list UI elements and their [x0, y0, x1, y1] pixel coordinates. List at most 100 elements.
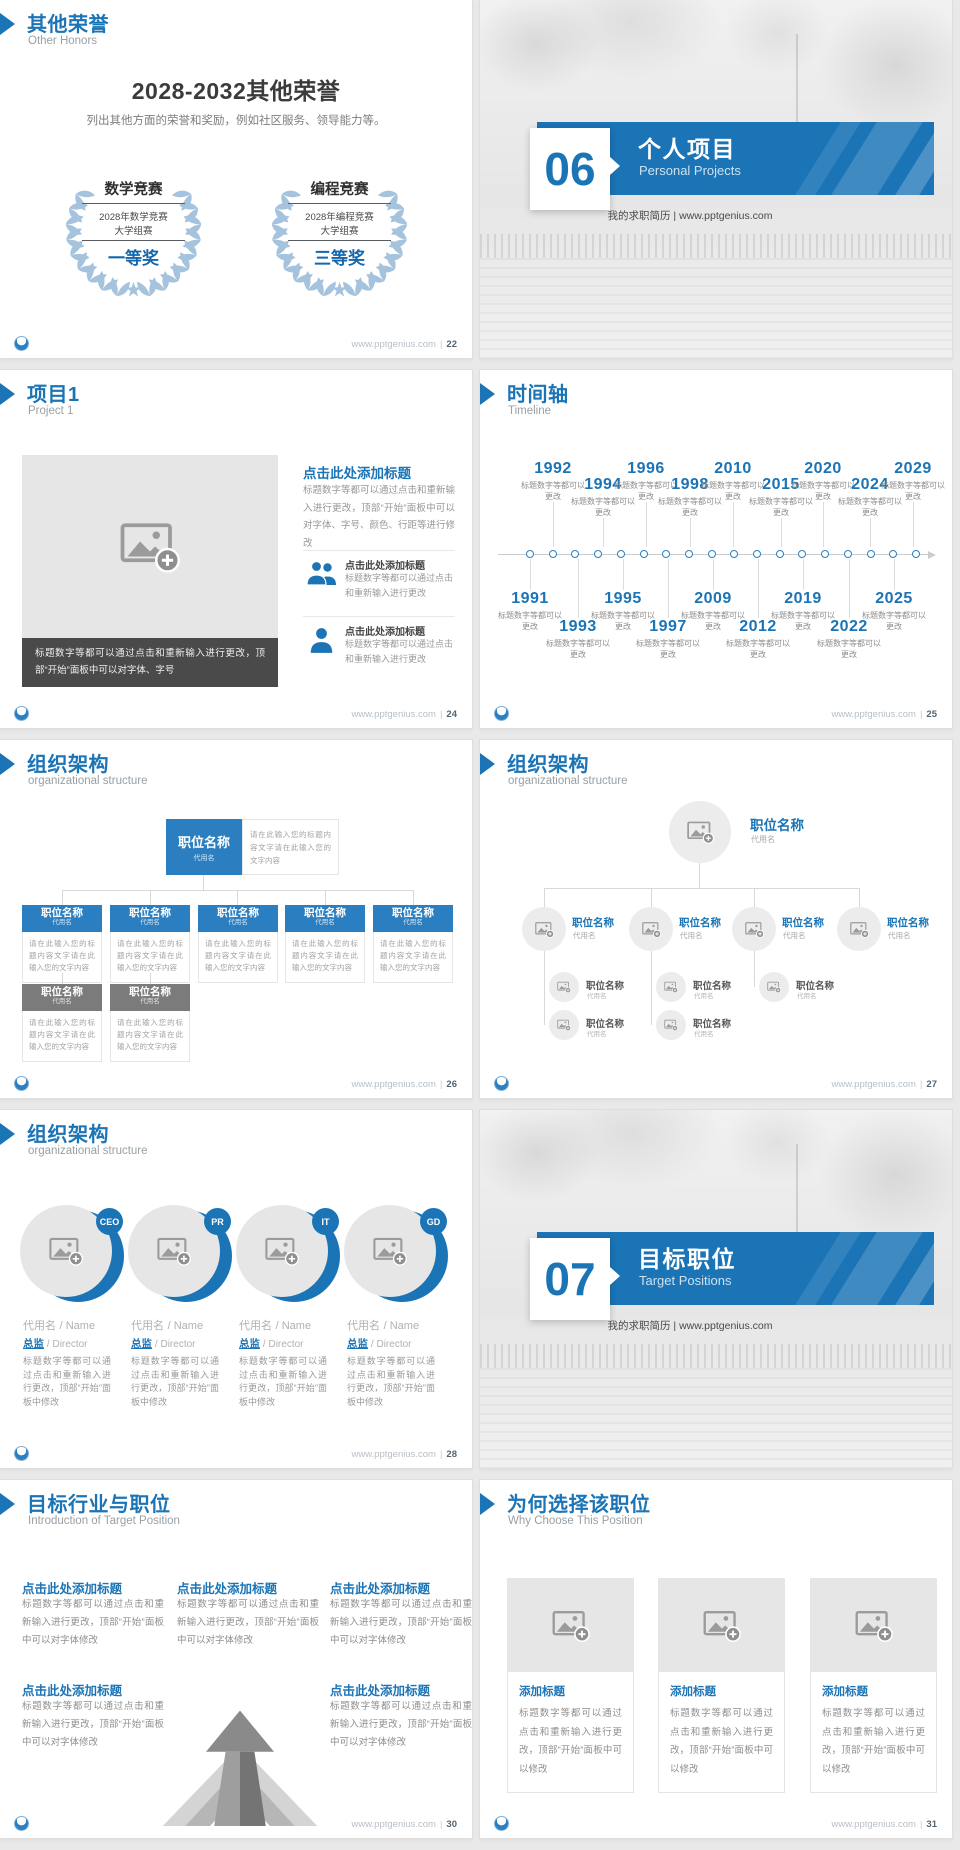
connector	[62, 890, 414, 891]
footer-site: www.pptgenius.com	[351, 339, 436, 350]
org-photo-circle	[759, 972, 789, 1002]
org-node-sub: 代用名	[888, 931, 911, 940]
role-badge: GD	[420, 1208, 447, 1235]
role-unit: PR 代用名 / Name 总监 / Director 标题数字等都可以通过点击…	[128, 1205, 232, 1407]
timeline-event: 2019 标题数字等都可以更改	[771, 559, 835, 631]
image-add-icon	[552, 1609, 590, 1642]
slide-header-title: 其他荣誉	[27, 14, 109, 36]
org-node: 职位名称 代用名 请在此输入您的标题内容文字请在此输入您的文字内容	[110, 905, 190, 983]
divider	[82, 203, 185, 204]
divider	[82, 240, 185, 241]
org-node-title: 职位名称	[693, 981, 732, 992]
org-photo-circle	[669, 801, 731, 863]
slide-project-1: 项目1 Project 1 标题数字等都可以通过点击和重新输入进行更改，顶部“开…	[0, 370, 472, 728]
org-node-title: 职位名称	[887, 917, 929, 929]
org-node-sub: 代用名	[587, 1031, 607, 1038]
connector	[699, 863, 700, 888]
pptgenius-logo	[494, 1076, 509, 1091]
timeline-event: 2020 标题数字等都可以更改	[791, 460, 855, 547]
timeline-event: 1996 标题数字等都可以更改	[614, 460, 678, 547]
footer-divider: |	[439, 709, 443, 720]
section-tagline: 我的求职简历 | www.pptgenius.com	[607, 210, 773, 222]
slide-header-subtitle: Project 1	[28, 405, 74, 417]
slide-timeline: 时间轴 Timeline 1992 标题数字等都可以更改 1994 标题数字等都可以…	[480, 370, 952, 728]
slide-header-title: 组织架构	[507, 754, 589, 776]
slide-org-structure-roles: 组织架构 organizational structure CEO 代用名 / …	[0, 1110, 472, 1468]
section-number: 06	[530, 128, 610, 210]
header-arrow-icon	[0, 1123, 15, 1145]
org-node-sub: 代用名	[694, 1031, 714, 1038]
image-add-icon	[265, 1236, 299, 1266]
block-title: 点击此处添加标题	[22, 1582, 123, 1596]
org-root-node: 职位名称 代用名	[166, 819, 242, 875]
up-arrow-road-icon	[152, 1692, 328, 1826]
footer-site: www.pptgenius.com	[351, 1819, 436, 1830]
background-bridge	[480, 1344, 952, 1368]
number-notch-icon	[610, 1267, 620, 1285]
section-subtitle: Target Positions	[639, 1273, 732, 1288]
slide-why-position: 为何选择该职位 Why Choose This Position 添加标题 标题…	[480, 1480, 952, 1838]
org-node-title: 职位名称	[586, 1019, 625, 1030]
pptgenius-logo	[14, 1816, 29, 1831]
block-title: 点击此处添加标题	[303, 466, 411, 481]
footer-divider: |	[439, 339, 443, 350]
org-node-title: 职位名称	[782, 917, 824, 929]
background-water	[480, 1368, 952, 1468]
connector	[150, 973, 151, 984]
role-unit: CEO 代用名 / Name 总监 / Director 标题数字等都可以通过点…	[20, 1205, 124, 1407]
award-name: 数学竞赛	[104, 182, 163, 198]
item-body: 标题数字等都可以通过点击和重新输入进行更改	[345, 573, 454, 598]
divider	[288, 240, 391, 241]
slide-footer: www.pptgenius.com | 27	[831, 1079, 937, 1090]
timeline-event: 1997 标题数字等都可以更改	[636, 559, 700, 659]
org-photo-circle	[656, 972, 686, 1002]
item-body: 标题数字等都可以通过点击和重新输入进行更改	[345, 639, 454, 664]
section-number: 07	[530, 1238, 610, 1320]
timeline-event: 1992 标题数字等都可以更改	[521, 460, 585, 547]
slide-footer: www.pptgenius.com | 25	[831, 709, 937, 720]
person-icon	[308, 626, 335, 654]
timeline-event: 1998 标题数字等都可以更改	[658, 476, 722, 547]
footer-site: www.pptgenius.com	[351, 1449, 436, 1460]
slide-header-title: 组织架构	[27, 1124, 109, 1146]
block-title: 点击此处添加标题	[330, 1684, 431, 1698]
footer-site: www.pptgenius.com	[351, 1079, 436, 1090]
pptgenius-logo	[14, 1076, 29, 1091]
slide-header-title: 组织架构	[27, 754, 109, 776]
connector	[651, 888, 652, 907]
connector	[325, 890, 326, 905]
people-icon	[306, 560, 338, 586]
award-event: 2028年编程竞赛	[305, 212, 374, 223]
slide-footer: www.pptgenius.com | 31	[831, 1819, 937, 1830]
timeline-event: 1994 标题数字等都可以更改	[571, 476, 635, 547]
image-add-icon	[373, 1236, 407, 1266]
section-tagline: 我的求职简历 | www.pptgenius.com	[607, 1320, 773, 1332]
connector	[544, 888, 859, 889]
footer-site: www.pptgenius.com	[351, 709, 436, 720]
slide-footer: www.pptgenius.com | 24	[351, 709, 457, 720]
photo-caption: 标题数字等都可以通过点击和重新输入进行更改，顶部“开始”面板中可以对字体、字号	[22, 638, 278, 687]
org-node: 职位名称 代用名 请在此输入您的标题内容文字请在此输入您的文字内容	[110, 984, 190, 1062]
background-water	[480, 258, 952, 358]
item-title: 点击此处添加标题	[345, 627, 425, 638]
award-wreath: 编程竞赛 2028年编程竞赛 大学组赛 三等奖	[252, 158, 427, 303]
divider	[288, 203, 391, 204]
org-node-title: 职位名称	[679, 917, 721, 929]
org-node-sub: 代用名	[783, 931, 806, 940]
timeline-event: 1995 标题数字等都可以更改	[591, 559, 655, 631]
org-node: 职位名称 代用名 请在此输入您的标题内容文字请在此输入您的文字内容	[198, 905, 278, 983]
card-title: 添加标题	[670, 1686, 716, 1698]
role-unit: IT 代用名 / Name 总监 / Director 标题数字等都可以通过点击…	[236, 1205, 340, 1407]
header-arrow-icon	[0, 1493, 15, 1515]
timeline-dots	[526, 550, 920, 558]
org-node-sub: 代用名	[797, 993, 817, 1000]
image-add-icon	[49, 1236, 83, 1266]
award-prize: 一等奖	[108, 249, 159, 268]
slide-other-honors: 其他荣誉 Other Honors 2028-2032其他荣誉 列出其他方面的荣…	[0, 0, 472, 358]
page-number: 28	[446, 1449, 457, 1460]
role-badge: PR	[204, 1208, 231, 1235]
card-body: 标题数字等都可以通过点击和重新输入进行更改，顶部“开始”面板中可以修改	[822, 1708, 925, 1775]
timeline-event: 2024 标题数字等都可以更改	[838, 476, 902, 547]
org-root-desc: 请在此输入您的标题内容文字请在此输入您的文字内容	[242, 819, 339, 875]
header-arrow-icon	[0, 13, 15, 35]
